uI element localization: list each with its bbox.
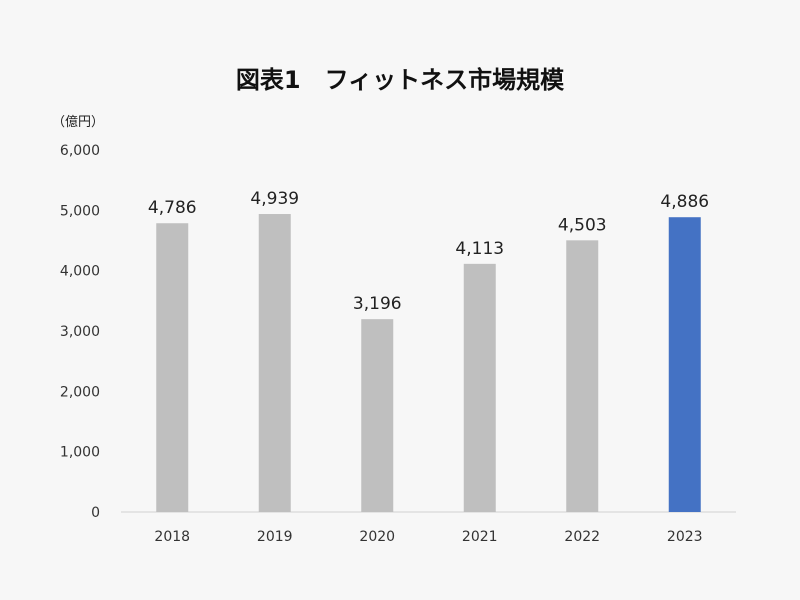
- bar-2023: [668, 217, 701, 512]
- bar-2022: [566, 240, 599, 512]
- data-label-2019: 4,939: [250, 189, 299, 209]
- y-tick-label: 6,000: [60, 143, 100, 159]
- data-label-2021: 4,113: [455, 239, 504, 259]
- y-tick-label: 5,000: [60, 203, 100, 219]
- y-axis-unit-label: （億円）: [52, 115, 105, 130]
- y-tick-label: 0: [91, 505, 100, 521]
- x-tick-label: 2020: [359, 529, 395, 545]
- y-tick-label: 3,000: [60, 324, 100, 340]
- y-axis-ticks: 0 1,000 2,000 3,000 4,000 5,000 6,000: [60, 143, 100, 521]
- x-tick-label: 2022: [564, 529, 600, 545]
- y-tick-label: 1,000: [60, 445, 100, 461]
- bar-2020: [361, 319, 394, 512]
- data-label-2018: 4,786: [148, 198, 197, 218]
- x-tick-label: 2018: [154, 529, 190, 545]
- bars: 4,786 4,939 3,196 4,113 4,503 4,886: [148, 189, 709, 512]
- bar-2018: [156, 223, 189, 512]
- data-label-2022: 4,503: [558, 215, 607, 235]
- x-axis-ticks: 2018 2019 2020 2021 2022 2023: [154, 529, 702, 545]
- y-tick-label: 2,000: [60, 384, 100, 400]
- x-tick-label: 2021: [462, 529, 498, 545]
- data-label-2020: 3,196: [353, 294, 402, 314]
- x-tick-label: 2019: [257, 529, 293, 545]
- bar-2021: [463, 263, 496, 512]
- data-label-2023: 4,886: [660, 192, 709, 212]
- y-tick-label: 4,000: [60, 264, 100, 280]
- chart-title: 図表1 フィットネス市場規模: [235, 66, 565, 94]
- bar-2019: [258, 214, 291, 512]
- x-tick-label: 2023: [667, 529, 703, 545]
